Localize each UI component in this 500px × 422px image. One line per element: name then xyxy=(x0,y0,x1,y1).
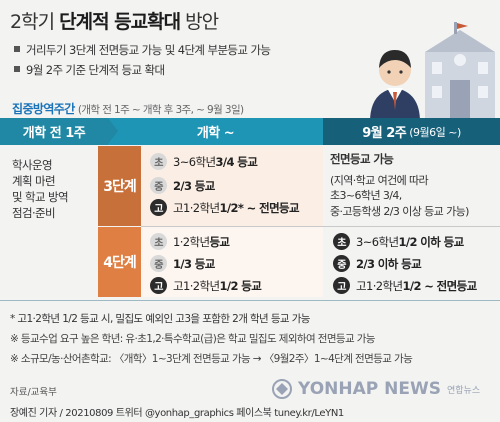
watermark-text: YONHAP NEWS xyxy=(298,379,441,399)
source-credit: 자료/교육부 xyxy=(10,387,57,398)
arrow-right-icon xyxy=(313,118,323,144)
step3-sept-title: 전면등교 가능 xyxy=(330,152,394,166)
footnote-2: ※ 등교수업 요구 높은 학년: 유·초1,2·특수학교(급)은 학교 밀집도 … xyxy=(10,333,375,345)
step4-label: 4단계 xyxy=(103,255,137,271)
bullet-2: 9월 2주 기준 단계적 등교 확대 xyxy=(14,62,165,78)
step4-sept-row-elementary: 초 3~6학년 1/2 이하 등교 xyxy=(333,233,464,250)
period-label: 집중방역주간 (개학 전 1주 ~ 개학 후 3주, ~ 9월 3일) xyxy=(12,100,244,117)
bullet-square-icon xyxy=(14,46,20,52)
row-text: 고1·2학년 xyxy=(173,278,220,293)
step4-row-middle: 중 1/3 등교 xyxy=(150,255,215,272)
step3-label: 3단계 xyxy=(103,179,137,195)
bullet-1-text: 거리두기 3단계 전면등교 가능 및 4단계 부분등교 가능 xyxy=(26,43,271,57)
column-before-opening: 개학 전 1주 xyxy=(0,118,108,145)
level-badge-elementary: 초 xyxy=(150,153,167,170)
column-september: 9월 2주 (9월6일 ~) xyxy=(323,118,500,145)
column-opening-label: 개학 ~ xyxy=(196,126,235,141)
step4-row-high: 고 고1·2학년 1/2 등교 xyxy=(150,277,262,294)
period-subtitle: (개학 전 1주 ~ 개학 후 3주, ~ 9월 3일) xyxy=(77,104,244,116)
row-emphasis: 1/2 등교 xyxy=(219,278,262,293)
step3-opening-bg xyxy=(141,146,323,226)
column-sept-label: 9월 2주 xyxy=(362,126,407,141)
arrow-right-icon xyxy=(108,118,118,144)
yonhap-logo-icon xyxy=(272,379,292,399)
row-emphasis: 1/2* ~ 전면등교 xyxy=(219,200,300,215)
footnote-1: * 고1·2학년 1/2 등교 시, 밀집도 예외인 고3을 포함한 2개 학년… xyxy=(10,313,310,325)
school-building-icon xyxy=(425,22,495,122)
column-opening: 개학 ~ xyxy=(108,118,323,145)
prep-line: 점검·준비 xyxy=(12,206,56,220)
row-text: 고1·2학년 xyxy=(356,278,403,293)
step4-opening-bg xyxy=(141,227,323,297)
level-badge-high: 고 xyxy=(150,199,167,216)
prep-description: 학사운영 계획 마련 및 학교 방역 점검·준비 xyxy=(12,157,102,221)
author-credit: 장예진 기자 / 20210809 트위터 @yonhap_graphics 페… xyxy=(10,408,344,419)
prep-line: 학사운영 xyxy=(12,158,53,172)
column-sept-sub: (9월6일 ~) xyxy=(409,125,461,139)
step3-row-high: 고 고1·2학년 1/2* ~ 전면등교 xyxy=(150,199,300,216)
row-emphasis: 1/3 등교 xyxy=(173,256,215,271)
row-emphasis: 1/2 이하 등교 xyxy=(398,234,464,249)
watermark: YONHAP NEWS 연합뉴스 xyxy=(272,378,498,400)
watermark-small: 연합뉴스 xyxy=(446,385,481,396)
row-emphasis: 3/4 등교 xyxy=(215,154,258,169)
row-emphasis: 등교 xyxy=(209,234,230,249)
page-title: 2학기 단계적 등교확대 방안 xyxy=(10,7,219,34)
row-emphasis: 2/3 등교 xyxy=(173,178,215,193)
title-light: 2학기 xyxy=(10,11,55,33)
school-illustration xyxy=(370,22,495,122)
step3-sept-line: 초3~6학년 3/4, xyxy=(330,189,402,202)
column-before-label: 개학 전 1주 xyxy=(22,126,86,141)
prep-line: 계획 마련 xyxy=(12,174,56,188)
period-title: 집중방역주간 xyxy=(12,102,75,116)
row-emphasis: 2/3 이하 등교 xyxy=(356,256,422,271)
level-badge-elementary: 초 xyxy=(150,233,167,250)
row-divider xyxy=(141,226,500,227)
bullet-1: 거리두기 3단계 전면등교 가능 및 4단계 부분등교 가능 xyxy=(14,42,271,58)
row-text: 1·2학년 xyxy=(173,234,210,249)
level-badge-middle: 중 xyxy=(150,255,167,272)
bullet-2-text: 9월 2주 기준 단계적 등교 확대 xyxy=(26,63,165,77)
row-text: 3~6학년 xyxy=(356,234,399,249)
step3-row-middle: 중 2/3 등교 xyxy=(150,177,215,194)
level-badge-elementary: 초 xyxy=(333,233,350,250)
prep-line: 및 학교 방역 xyxy=(12,190,69,204)
step3-sept-line: (지역·학교 여건에 따라 xyxy=(330,173,429,187)
step3-badge: 3단계 xyxy=(98,146,141,226)
level-badge-middle: 중 xyxy=(150,177,167,194)
title-tail: 방안 xyxy=(185,11,219,33)
level-badge-high: 고 xyxy=(150,277,167,294)
level-badge-high: 고 xyxy=(333,277,350,294)
step3-sept-line: 중·고등학생 2/3 이상 등교 가능) xyxy=(330,204,469,218)
step4-badge: 4단계 xyxy=(98,227,141,297)
row-text: 3~6학년 xyxy=(173,154,216,169)
step3-row-elementary: 초 3~6학년 3/4 등교 xyxy=(150,153,258,170)
row-text: 고1·2학년 xyxy=(173,200,220,215)
level-badge-middle: 중 xyxy=(333,255,350,272)
step4-row-elementary: 초 1·2학년 등교 xyxy=(150,233,230,250)
section-divider xyxy=(0,300,500,301)
step4-sept-row-middle: 중 2/3 이하 등교 xyxy=(333,255,422,272)
step4-sept-row-high: 고 고1·2학년 1/2 ~ 전면등교 xyxy=(333,277,477,294)
step3-sept-block: 전면등교 가능 (지역·학교 여건에 따라 초3~6학년 3/4, 중·고등학생… xyxy=(330,152,495,219)
student-figure-icon xyxy=(370,50,420,122)
row-emphasis: 1/2 ~ 전면등교 xyxy=(402,278,477,293)
bullet-square-icon xyxy=(14,66,20,72)
footnote-3: ※ 소규모/농·산어촌학교: 〈개학〉1~3단계 전면등교 가능 → 〈9월2주… xyxy=(10,353,413,365)
title-bold: 단계적 등교확대 xyxy=(59,11,181,33)
